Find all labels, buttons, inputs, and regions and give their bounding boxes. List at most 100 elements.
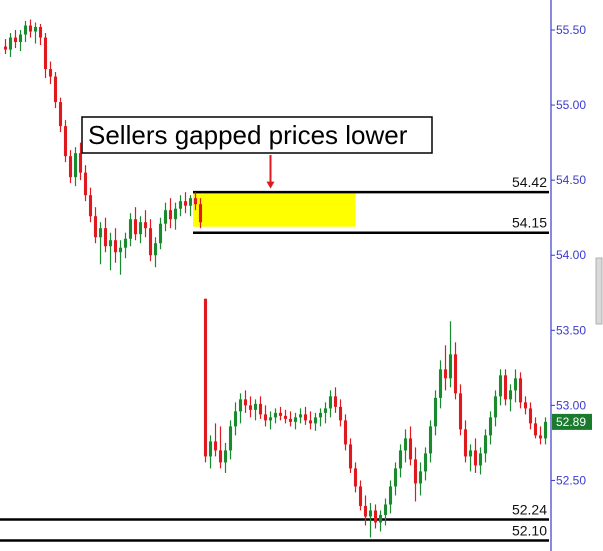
candle — [123, 232, 128, 259]
candle — [33, 22, 38, 44]
candle-body — [373, 510, 378, 523]
candle-body — [263, 414, 268, 421]
candle-body — [303, 414, 308, 421]
candle-body — [388, 486, 393, 505]
candle-body — [483, 435, 488, 454]
candle-body — [353, 468, 358, 487]
candle-body — [338, 406, 343, 421]
candle-body — [268, 417, 273, 421]
candle-body — [463, 429, 468, 457]
candle — [478, 447, 483, 475]
candle-body — [213, 441, 218, 451]
candle — [13, 30, 18, 49]
candle — [278, 406, 283, 421]
candle-body — [148, 228, 153, 256]
candle-body — [448, 354, 453, 379]
candle — [403, 429, 408, 463]
candle — [373, 504, 378, 529]
candle-body — [93, 216, 98, 238]
candle — [463, 420, 468, 463]
candle — [18, 30, 23, 52]
candle-body — [218, 450, 223, 463]
candle — [233, 402, 238, 436]
candle — [488, 411, 493, 445]
candle-body — [33, 27, 38, 32]
candle-body — [278, 412, 283, 416]
candle-body — [428, 426, 433, 454]
tick-label: 52.50 — [556, 473, 586, 487]
candle — [318, 408, 323, 427]
candle-body — [508, 390, 513, 400]
candle-body — [308, 420, 313, 424]
candle — [288, 411, 293, 427]
level-label: 52.24 — [512, 501, 547, 517]
candle — [138, 216, 143, 244]
last-price-label: 52.89 — [556, 415, 586, 429]
price-axis: 55.50 55.00 54.50 54.00 53.50 53.00 52.50 52.89 — [550, 0, 603, 551]
candle-body — [318, 412, 323, 418]
candle-body — [443, 369, 448, 379]
candle-body — [283, 415, 288, 419]
candle-body — [133, 219, 138, 235]
candle — [103, 217, 108, 253]
candle — [358, 480, 363, 511]
candle — [408, 426, 413, 466]
candle — [173, 202, 178, 230]
candle-body — [228, 426, 233, 451]
candle — [468, 444, 473, 472]
candle-body — [153, 243, 158, 256]
candle-body — [258, 403, 263, 415]
candle-body — [143, 222, 148, 229]
candle-body — [533, 423, 538, 436]
tick-label: 54.50 — [556, 173, 586, 187]
candle-body — [168, 210, 173, 220]
tick-label: 54.00 — [556, 248, 586, 262]
candle-body — [333, 396, 338, 407]
candle-body — [273, 412, 278, 418]
candle-body — [83, 172, 88, 196]
candle-body — [48, 69, 53, 77]
candle — [223, 442, 228, 473]
candle — [448, 321, 453, 388]
candle-body — [418, 471, 423, 484]
candle — [438, 360, 443, 409]
candle — [218, 426, 223, 469]
candle — [388, 480, 393, 514]
candle — [518, 372, 523, 409]
candle — [273, 408, 278, 424]
candle-body — [393, 468, 398, 487]
candle — [118, 240, 123, 275]
candle-body — [58, 102, 63, 127]
candle — [423, 447, 428, 481]
candle — [453, 342, 458, 400]
level-label: 54.42 — [512, 174, 547, 190]
candle — [348, 438, 353, 473]
candle-body — [348, 444, 353, 469]
tick-label: 55.00 — [556, 98, 586, 112]
candle-body — [8, 37, 13, 50]
candle — [458, 384, 463, 436]
tick-label: 53.00 — [556, 398, 586, 412]
candle — [398, 444, 403, 478]
candle-body — [118, 247, 123, 253]
tick-label: 55.50 — [556, 23, 586, 37]
annotation-layer: Sellers gapped prices lower — [81, 116, 433, 189]
candle — [543, 417, 548, 445]
annotation-text: Sellers gapped prices lower — [88, 120, 408, 150]
candle — [343, 414, 348, 451]
candle — [98, 222, 103, 265]
candle — [243, 390, 248, 413]
candle — [178, 195, 183, 217]
candle — [73, 147, 78, 187]
candle — [113, 228, 118, 263]
candle-body — [208, 441, 213, 457]
candle — [413, 447, 418, 502]
candle — [133, 207, 138, 241]
candle-body — [198, 204, 203, 223]
candle-body — [188, 198, 193, 206]
candle — [363, 495, 368, 526]
candle — [338, 399, 343, 427]
candle — [503, 369, 508, 406]
candle-body — [458, 393, 463, 430]
